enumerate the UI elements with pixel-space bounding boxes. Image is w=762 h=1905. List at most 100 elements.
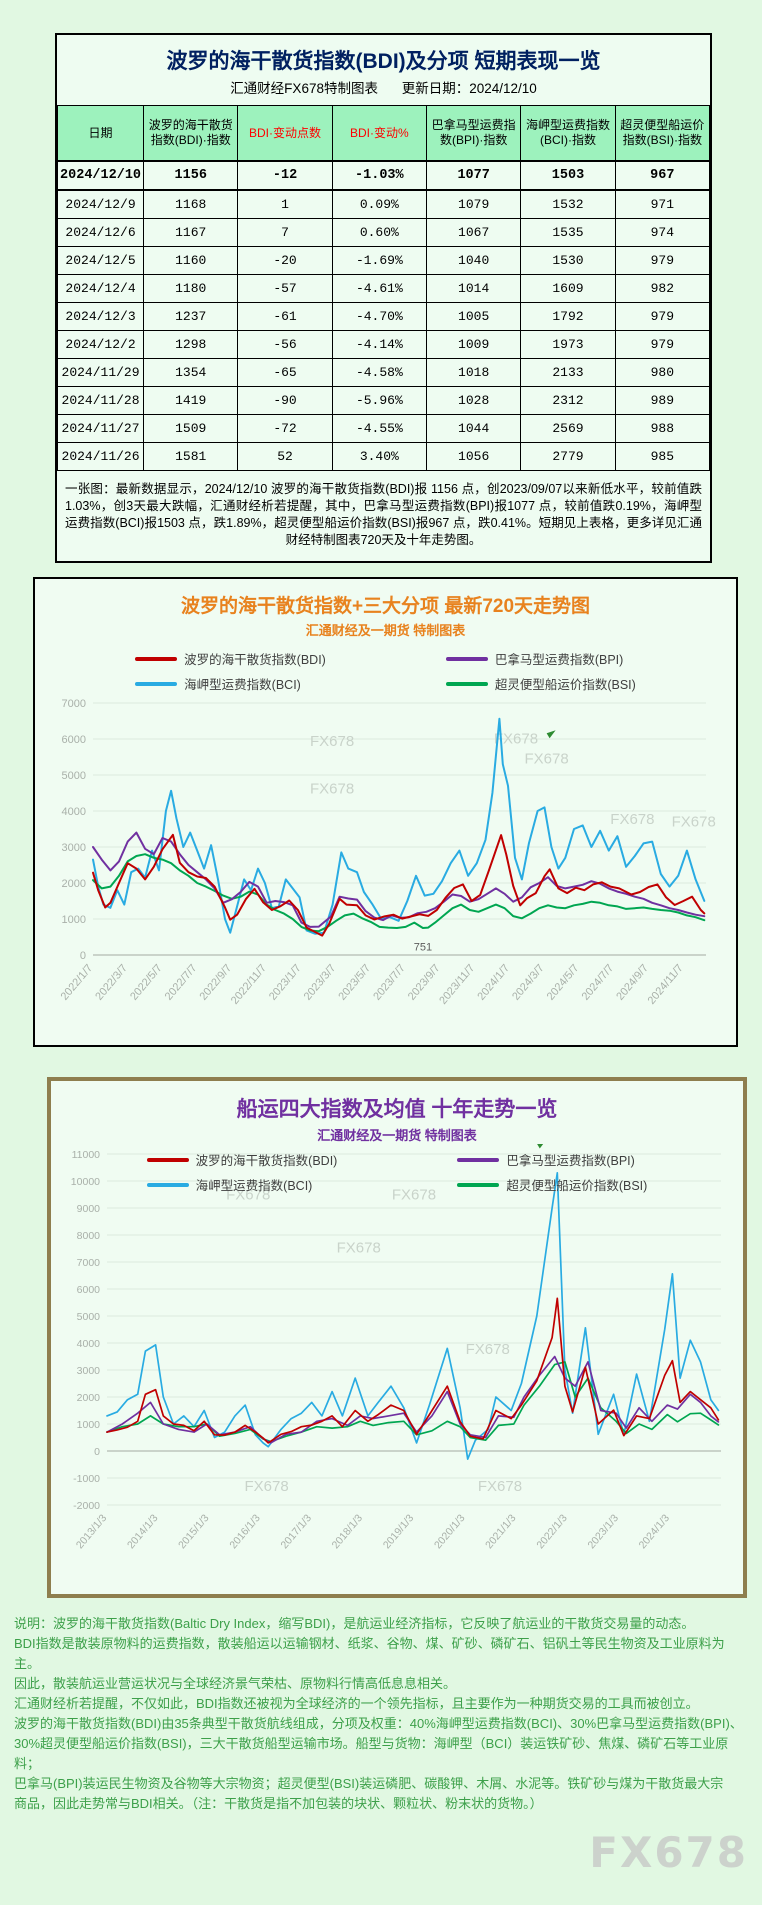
value-cell: -57: [237, 274, 333, 303]
series-line-2: [106, 1172, 720, 1460]
fx678-watermark: FX678: [392, 1187, 436, 1204]
col-header-bdi: 波罗的海干散货指数(BDI)·指数: [143, 105, 239, 162]
date-cell: 2024/12/4: [56, 274, 145, 303]
legend-label: 海岬型运费指数(BCI): [184, 678, 301, 692]
y-tick-label: 6000: [77, 1284, 101, 1296]
value-cell: 1009: [425, 330, 522, 359]
value-cell: -1.03%: [331, 160, 428, 191]
y-tick-label: 3000: [62, 842, 86, 854]
value-cell: 1040: [425, 246, 522, 275]
bdi-line-swatch: [135, 656, 178, 661]
col-header-bci: 海岬型运费指数(BCI)·指数: [520, 105, 616, 162]
x-tick-label: 2022/7/7: [163, 962, 200, 1003]
legend-item-bci: 海岬型运费指数(BCI): [135, 674, 326, 693]
x-tick-label: 2015/1/3: [176, 1512, 212, 1551]
value-cell: -90: [237, 386, 333, 415]
date-cell: 2024/12/3: [56, 302, 145, 331]
y-tick-label: 8000: [77, 1230, 101, 1242]
legend-label: 海岬型运费指数(BCI): [195, 1179, 313, 1193]
legend-item-bci: 海岬型运费指数(BCI): [146, 1175, 338, 1194]
table-row: 2024/12/3 1237 -61 -4.70% 1005 1792 979: [56, 302, 711, 331]
legend-label: 超灵便型船运价指数(BSI): [494, 678, 636, 692]
table-row: 2024/12/10 1156 -12 -1.03% 1077 1503 967: [56, 160, 711, 191]
fx678-watermark: FX678: [494, 730, 538, 747]
table-row: 2024/12/5 1160 -20 -1.69% 1040 1530 979: [56, 246, 711, 275]
value-cell: 979: [614, 302, 711, 331]
value-cell: 988: [614, 414, 711, 443]
y-tick-label: 3000: [77, 1365, 101, 1377]
series-line-1: [106, 1355, 720, 1444]
value-cell: -5.96%: [331, 386, 428, 415]
table-row: 2024/12/9 1168 1 0.09% 1079 1532 971: [56, 189, 711, 219]
legend-label: 波罗的海干散货指数(BDI): [184, 653, 326, 667]
legend-label: 巴拿马型运费指数(BPI): [506, 1154, 635, 1168]
chart-10y-legend: 波罗的海干散货指数(BDI) 巴拿马型运费指数(BPI) 海岬型运费指数(BCI…: [51, 1150, 743, 1194]
value-cell: 1: [237, 189, 333, 219]
y-tick-label: 2000: [62, 878, 86, 890]
fx678-watermark: FX678: [478, 1478, 522, 1495]
fx678-watermark: FX678: [466, 1341, 510, 1358]
y-tick-label: 7000: [77, 1257, 101, 1269]
value-cell: 1044: [425, 414, 522, 443]
value-cell: 980: [614, 358, 711, 387]
x-tick-label: 2013/1/3: [74, 1512, 110, 1551]
value-cell: 2779: [520, 442, 616, 471]
cursor-arrow-icon: [536, 1140, 546, 1149]
table-row: 2024/11/29 1354 -65 -4.58% 1018 2133 980: [56, 358, 711, 387]
table-row: 2024/12/6 1167 7 0.60% 1067 1535 974: [56, 218, 711, 247]
value-cell: -4.55%: [331, 414, 428, 443]
value-cell: 1535: [520, 218, 616, 247]
x-tick-label: 2022/9/7: [197, 962, 234, 1003]
value-cell: 0.60%: [331, 218, 428, 247]
x-tick-label: 2023/3/7: [302, 962, 339, 1003]
bsi-line-swatch: [445, 681, 488, 686]
chart-10y-panel: 船运四大指数及均值 十年走势一览 汇通财经及一期货 特制图表 -2000 -100…: [47, 1077, 747, 1598]
x-tick-label: 2022/11/7: [229, 962, 269, 1007]
bpi-line-swatch: [457, 1157, 500, 1162]
y-tick-label: -1000: [73, 1473, 100, 1485]
table-title: 波罗的海干散货指数(BDI)及分项 短期表现一览: [166, 50, 601, 73]
bci-line-swatch: [146, 1182, 189, 1187]
value-cell: -4.58%: [331, 358, 428, 387]
value-cell: 1503: [520, 160, 616, 191]
value-cell: 2133: [520, 358, 616, 387]
value-cell: 1079: [425, 189, 522, 219]
legend-item-bsi: 超灵便型船运价指数(BSI): [457, 1175, 647, 1194]
chart-10y-title: 船运四大指数及均值 十年走势一览: [236, 1098, 558, 1121]
date-cell: 2024/12/6: [56, 218, 145, 247]
x-tick-label: 2018/1/3: [330, 1512, 366, 1551]
chart-10y-plot-wrap: -2000 -1000 0 1000 2000 3000 4000 5000 6000 7000 8…: [51, 1140, 743, 1594]
value-cell: -4.70%: [331, 302, 428, 331]
value-cell: 1419: [143, 386, 239, 415]
value-cell: 1018: [425, 358, 522, 387]
value-cell: 1067: [425, 218, 522, 247]
y-tick-label: 2000: [77, 1392, 101, 1404]
value-cell: 1056: [425, 442, 522, 471]
value-cell: 1028: [425, 386, 522, 415]
x-tick-label: 2024/9/7: [614, 962, 651, 1003]
value-cell: 1509: [143, 414, 239, 443]
note-line: BDI指数是散装原物料的运费指数，散装船运以运输钢材、纸浆、谷物、煤、矿砂、磷矿…: [14, 1636, 725, 1671]
value-cell: 989: [614, 386, 711, 415]
y-tick-label: 0: [94, 1446, 100, 1458]
table-footnote: 一张图：最新数据显示，2024/12/10 波罗的海干散货指数(BDI)报 11…: [65, 482, 702, 547]
y-tick-label: 4000: [62, 806, 86, 818]
x-tick-label: 2022/3/7: [93, 962, 130, 1003]
fx678-watermark: FX678: [524, 751, 568, 768]
chart-720d-panel: 波罗的海干散货指数+三大分项 最新720天走势图 汇通财经及一期货 特制图表 波…: [33, 577, 738, 1047]
legend-item-bpi: 巴拿马型运费指数(BPI): [457, 1150, 647, 1169]
note-line: 因此，散装航运业营运状况与全球经济景气荣枯、原物料行情高低息息相关。: [14, 1676, 457, 1691]
fx678-watermark: FX678: [589, 1828, 748, 1877]
trend-chart-720d: 010002000300040005000600070002022/1/7202…: [59, 698, 716, 1007]
x-tick-label: 2014/1/3: [125, 1512, 161, 1551]
table-row: 2024/11/26 1581 52 3.40% 1056 2779 985: [56, 442, 711, 471]
value-cell: 985: [614, 442, 711, 471]
value-cell: -61: [237, 302, 333, 331]
value-cell: -4.14%: [331, 330, 428, 359]
fx678-watermark: FX678: [310, 733, 354, 750]
fx678-watermark: FX678: [310, 781, 354, 798]
value-cell: 1014: [425, 274, 522, 303]
legend-label: 波罗的海干散货指数(BDI): [195, 1154, 338, 1168]
value-cell: 52: [237, 442, 333, 471]
